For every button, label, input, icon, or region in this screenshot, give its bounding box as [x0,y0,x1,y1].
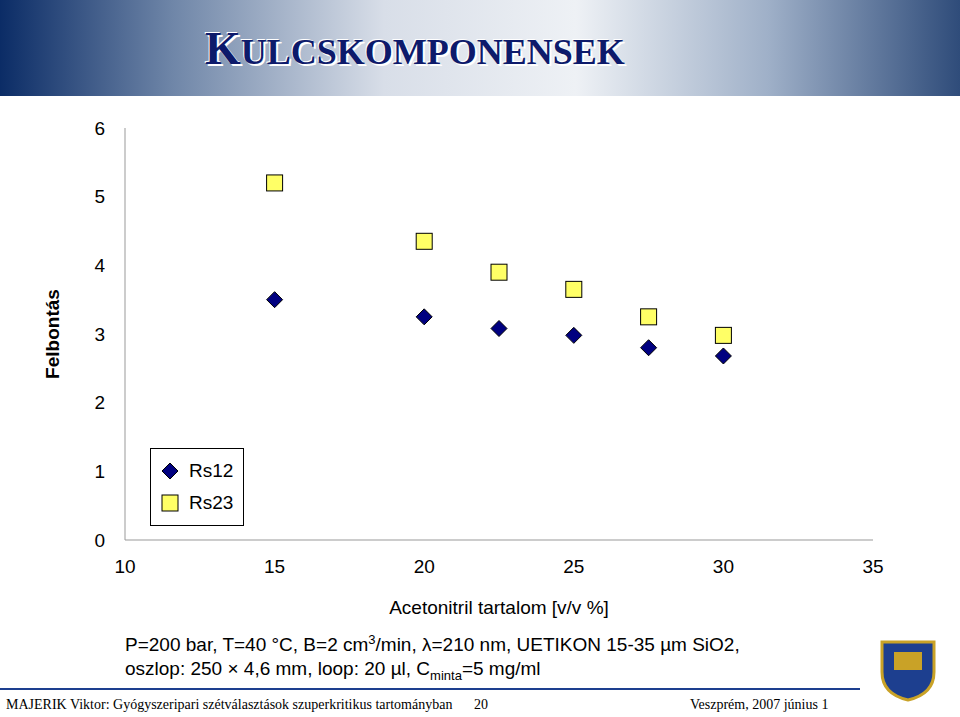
html-text:oszlop: 250 × 4,6 mm, loop: 20: oszlop: 250 × 4,6 mm, loop: 20 µl, Cmint… [125,658,541,684]
svg-text:4: 4 [94,255,105,276]
svg-text:Felbontás: Felbontás [42,289,63,379]
svg-text:30: 30 [713,556,734,577]
svg-text:Acetonitril tartalom [v/v %]: Acetonitril tartalom [v/v %] [389,597,609,618]
svg-text:25: 25 [563,556,584,577]
svg-text:20: 20 [414,556,435,577]
html-text:Veszprém, 2007 június 1: Veszprém, 2007 június 1 [690,697,829,712]
html-text:Rs12: Rs12 [189,460,234,481]
html-text:P=200 bar, T=40 °C, B=2 cm3/mi: P=200 bar, T=40 °C, B=2 cm3/min, λ=210 n… [125,632,740,656]
svg-text:1: 1 [94,461,105,482]
html-text:Rs23: Rs23 [189,492,234,513]
svg-text:10: 10 [114,556,135,577]
html-text:MAJERIK Viktor: Gyógyszeripari: MAJERIK Viktor: Gyógyszeripari szétválas… [6,697,453,712]
svg-text:15: 15 [264,556,285,577]
svg-text:35: 35 [862,556,883,577]
svg-text:6: 6 [94,118,105,139]
svg-text:5: 5 [94,186,105,207]
svg-text:3: 3 [94,324,105,345]
svg-text:0: 0 [94,530,105,551]
html-text:KULCSKOMPONENSEK: KULCSKOMPONENSEK [205,23,625,74]
html-text:20: 20 [474,697,488,712]
svg-text:2: 2 [94,392,105,413]
